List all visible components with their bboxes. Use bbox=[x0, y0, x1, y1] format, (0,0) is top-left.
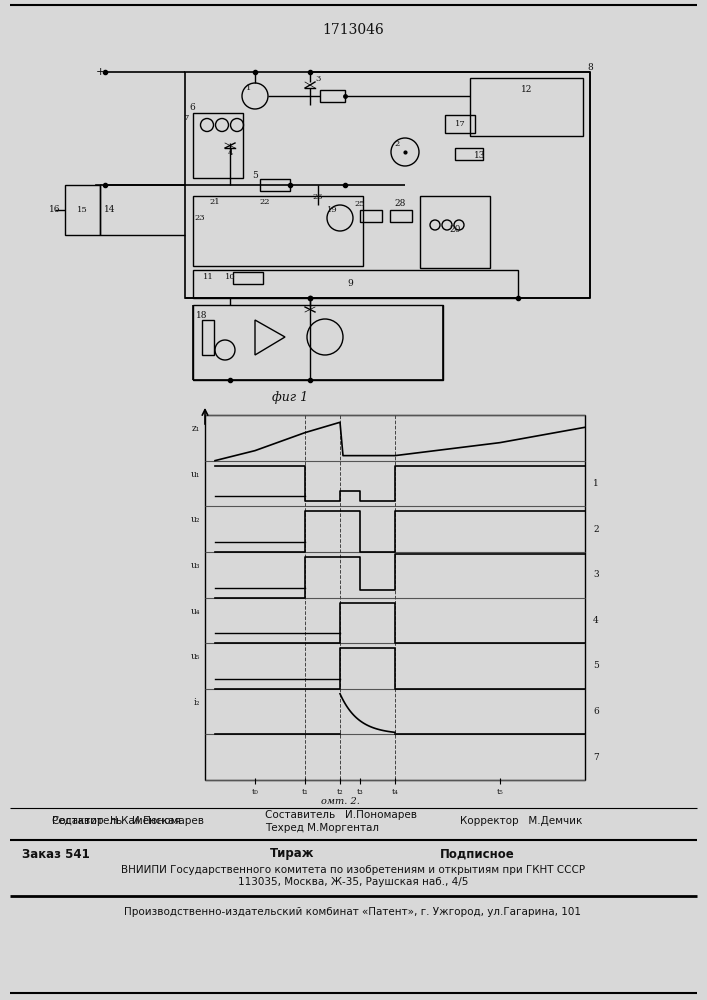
Text: 25: 25 bbox=[355, 200, 366, 208]
Text: 1: 1 bbox=[593, 479, 599, 488]
Text: t₂: t₂ bbox=[337, 788, 344, 796]
Text: t₄: t₄ bbox=[392, 788, 398, 796]
Text: 2: 2 bbox=[593, 525, 599, 534]
Text: 15: 15 bbox=[76, 206, 88, 214]
Text: Заказ 541: Заказ 541 bbox=[22, 848, 90, 860]
Text: 22: 22 bbox=[259, 198, 270, 206]
Text: oмт. 2.: oмт. 2. bbox=[320, 798, 359, 806]
Text: Техред М.Моргентал: Техред М.Моргентал bbox=[265, 823, 379, 833]
Text: t₀: t₀ bbox=[252, 788, 258, 796]
Text: 16: 16 bbox=[49, 206, 61, 215]
Text: 4: 4 bbox=[227, 149, 233, 157]
Text: 26: 26 bbox=[312, 193, 323, 201]
Text: u₅: u₅ bbox=[190, 652, 200, 661]
Bar bbox=[193, 196, 363, 266]
Text: 13: 13 bbox=[474, 150, 486, 159]
Bar bbox=[320, 90, 345, 102]
Text: 3: 3 bbox=[315, 75, 321, 83]
Text: u₄: u₄ bbox=[190, 607, 200, 616]
Text: 28: 28 bbox=[395, 200, 406, 209]
Text: ВНИИПИ Государственного комитета по изобретениям и открытиям при ГКНТ СССР: ВНИИПИ Государственного комитета по изоб… bbox=[121, 865, 585, 875]
Text: u₁: u₁ bbox=[191, 470, 200, 479]
Text: t₃: t₃ bbox=[357, 788, 363, 796]
Text: t₁: t₁ bbox=[302, 788, 308, 796]
Text: 21: 21 bbox=[210, 198, 221, 206]
Text: 18: 18 bbox=[197, 310, 208, 320]
Bar bbox=[193, 305, 443, 380]
Text: 4: 4 bbox=[593, 616, 599, 625]
Bar bbox=[205, 415, 585, 780]
Text: 9: 9 bbox=[347, 279, 353, 288]
Text: 5: 5 bbox=[252, 170, 258, 180]
Text: 20: 20 bbox=[450, 226, 461, 234]
Text: Тираж: Тираж bbox=[270, 848, 315, 860]
Text: Составитель   И.Пономарев: Составитель И.Пономарев bbox=[52, 816, 204, 826]
Text: фиг 1: фиг 1 bbox=[272, 390, 308, 403]
Bar bbox=[193, 270, 518, 298]
Text: 6: 6 bbox=[189, 104, 195, 112]
Text: Производственно-издательский комбинат «Патент», г. Ужгород, ул.Гагарина, 101: Производственно-издательский комбинат «П… bbox=[124, 907, 581, 917]
Text: u₃: u₃ bbox=[190, 561, 200, 570]
Text: 12: 12 bbox=[521, 86, 532, 95]
Bar bbox=[185, 72, 590, 298]
Text: Корректор   М.Демчик: Корректор М.Демчик bbox=[460, 816, 583, 826]
Text: 1713046: 1713046 bbox=[322, 23, 384, 37]
Text: 2: 2 bbox=[395, 140, 399, 148]
Text: 14: 14 bbox=[104, 206, 116, 215]
Bar bbox=[420, 196, 490, 268]
Bar bbox=[390, 210, 412, 222]
Bar bbox=[360, 210, 382, 222]
Text: 8: 8 bbox=[587, 64, 593, 73]
Text: 1: 1 bbox=[246, 84, 252, 92]
Bar bbox=[445, 115, 475, 133]
Text: 7: 7 bbox=[593, 753, 599, 762]
Bar bbox=[193, 113, 243, 178]
Text: t₅: t₅ bbox=[496, 788, 503, 796]
Text: 10: 10 bbox=[225, 273, 235, 281]
Bar bbox=[233, 272, 263, 284]
Bar bbox=[202, 320, 214, 355]
Text: 5: 5 bbox=[593, 661, 599, 670]
Text: 6: 6 bbox=[593, 707, 599, 716]
Text: +: + bbox=[95, 67, 105, 77]
Bar bbox=[470, 78, 583, 136]
Text: u₂: u₂ bbox=[190, 515, 200, 524]
Text: 3: 3 bbox=[593, 570, 599, 579]
Text: 23: 23 bbox=[194, 214, 205, 222]
Bar bbox=[455, 148, 483, 160]
Bar bbox=[65, 185, 100, 235]
Text: 7: 7 bbox=[183, 114, 189, 122]
Text: −: − bbox=[94, 180, 104, 190]
Text: 113035, Москва, Ж-35, Раушская наб., 4/5: 113035, Москва, Ж-35, Раушская наб., 4/5 bbox=[238, 877, 468, 887]
Text: 11: 11 bbox=[203, 273, 214, 281]
Text: z₁: z₁ bbox=[192, 424, 200, 433]
Text: Составитель   И.Пономарев: Составитель И.Пономарев bbox=[265, 810, 417, 820]
Text: 19: 19 bbox=[327, 206, 337, 214]
Text: Подписное: Подписное bbox=[440, 848, 515, 860]
Text: i₂: i₂ bbox=[194, 698, 200, 707]
Bar bbox=[260, 179, 290, 191]
Text: Редактор  Н.Каменская: Редактор Н.Каменская bbox=[52, 816, 181, 826]
Text: 17: 17 bbox=[455, 120, 465, 128]
